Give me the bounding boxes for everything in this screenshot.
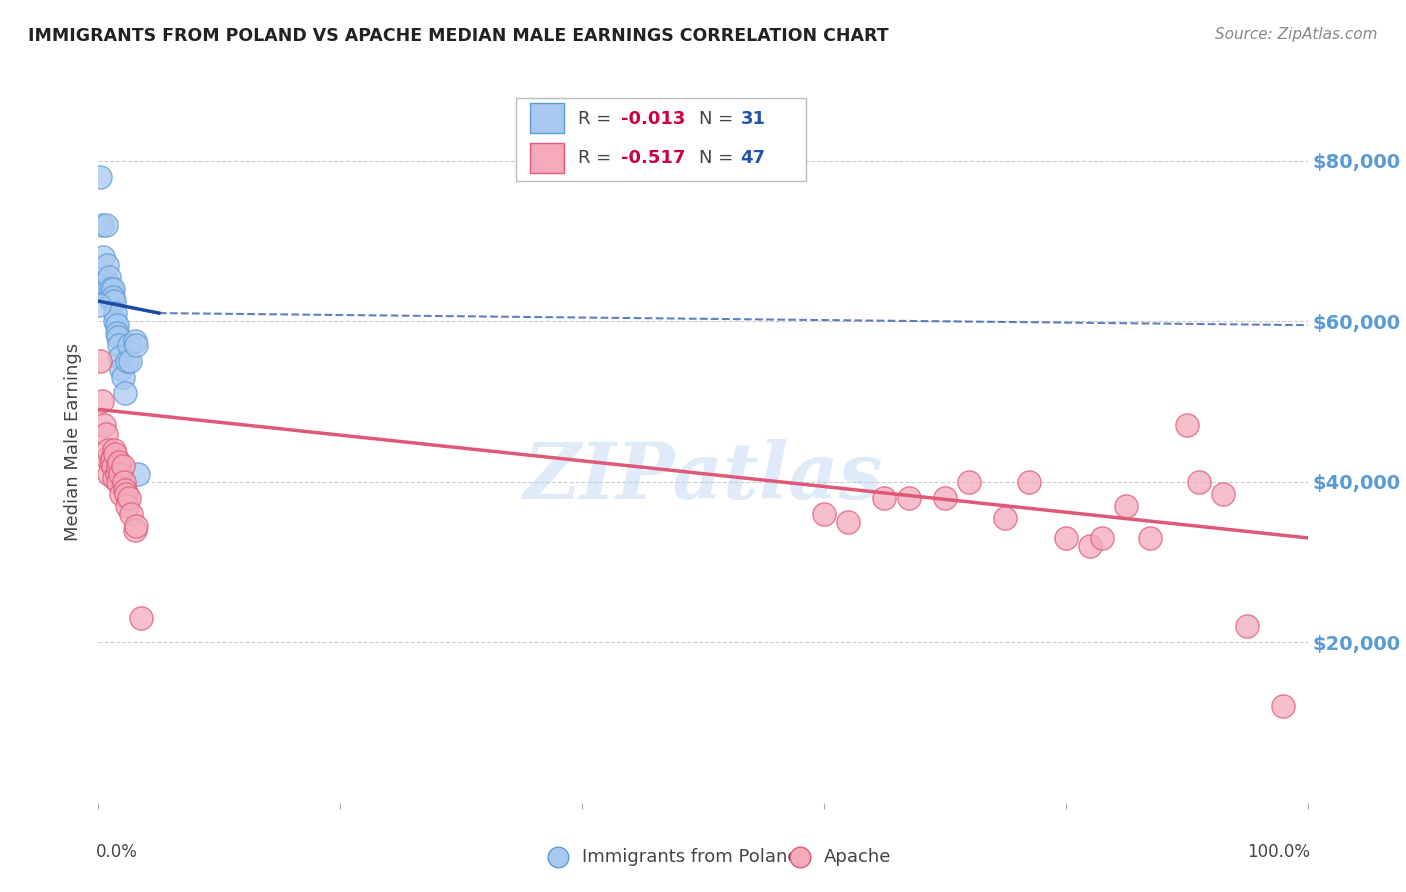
Point [96,274,118,288]
Point [91,218,114,232]
Point [1188,475,1211,489]
Point [94,426,117,441]
Point [789,796,811,810]
Point [1091,531,1114,545]
Point [94,218,117,232]
FancyBboxPatch shape [516,98,806,181]
Point [120,507,142,521]
Point [107,458,129,473]
Point [91,250,114,264]
Point [104,314,127,328]
Point [115,486,138,500]
Point [118,491,141,505]
Point [111,458,134,473]
Text: R =: R = [578,149,617,167]
Point [547,796,569,810]
Point [125,518,148,533]
Point [89,169,111,184]
Point [117,499,139,513]
Point [1272,699,1295,714]
Text: Source: ZipAtlas.com: Source: ZipAtlas.com [1215,27,1378,42]
Point [1139,531,1161,545]
Point [129,611,152,625]
Point [104,446,127,460]
Point [1212,486,1234,500]
Point [934,491,956,505]
Point [124,334,146,348]
Point [1078,539,1101,553]
Point [1236,619,1258,633]
Point [114,386,136,401]
Point [1175,418,1198,433]
Text: -0.013: -0.013 [621,110,685,128]
Point [110,362,132,376]
Point [124,523,146,537]
Point [93,418,115,433]
Point [89,354,111,368]
Point [101,290,124,304]
Point [98,269,121,284]
Y-axis label: Median Male Earnings: Median Male Earnings [65,343,83,541]
Point [127,467,149,481]
Text: 47: 47 [741,149,765,167]
Point [108,454,131,468]
Point [105,326,128,340]
Point [117,354,139,368]
Text: 31: 31 [741,110,765,128]
Point [112,475,135,489]
Text: N =: N = [699,149,740,167]
Point [108,467,131,481]
Point [96,258,118,272]
Point [103,470,125,484]
Text: 0.0%: 0.0% [96,843,138,861]
Point [957,475,980,489]
Point [114,483,136,497]
Point [1054,531,1077,545]
Point [837,515,859,529]
Point [107,330,129,344]
Point [105,467,128,481]
Point [1115,499,1137,513]
FancyBboxPatch shape [530,103,564,133]
Point [873,491,896,505]
Point [118,354,141,368]
Point [108,338,131,352]
Point [111,370,134,384]
Point [100,293,122,308]
Text: R =: R = [578,110,617,128]
Point [98,290,121,304]
Point [994,510,1017,524]
Point [91,394,114,409]
Text: IMMIGRANTS FROM POLAND VS APACHE MEDIAN MALE EARNINGS CORRELATION CHART: IMMIGRANTS FROM POLAND VS APACHE MEDIAN … [28,27,889,45]
Point [100,454,122,468]
Point [107,475,129,489]
Point [97,282,120,296]
Text: ZIPatlas: ZIPatlas [523,440,883,516]
Point [118,338,141,352]
Point [108,350,131,364]
Point [104,306,127,320]
Text: Immigrants from Poland: Immigrants from Poland [582,848,799,866]
Point [105,318,128,332]
Text: 100.0%: 100.0% [1247,843,1310,861]
Text: -0.517: -0.517 [621,149,685,167]
Point [813,507,835,521]
Point [101,282,124,296]
Point [125,338,148,352]
Point [110,486,132,500]
Point [1018,475,1040,489]
Point [100,450,122,465]
Point [897,491,920,505]
Text: N =: N = [699,110,740,128]
Point [98,467,121,481]
Point [103,293,125,308]
Point [87,298,110,312]
Point [100,282,122,296]
Point [101,458,124,473]
FancyBboxPatch shape [530,143,564,173]
Point [96,450,118,465]
Text: Apache: Apache [824,848,891,866]
Point [103,442,125,457]
Point [97,442,120,457]
